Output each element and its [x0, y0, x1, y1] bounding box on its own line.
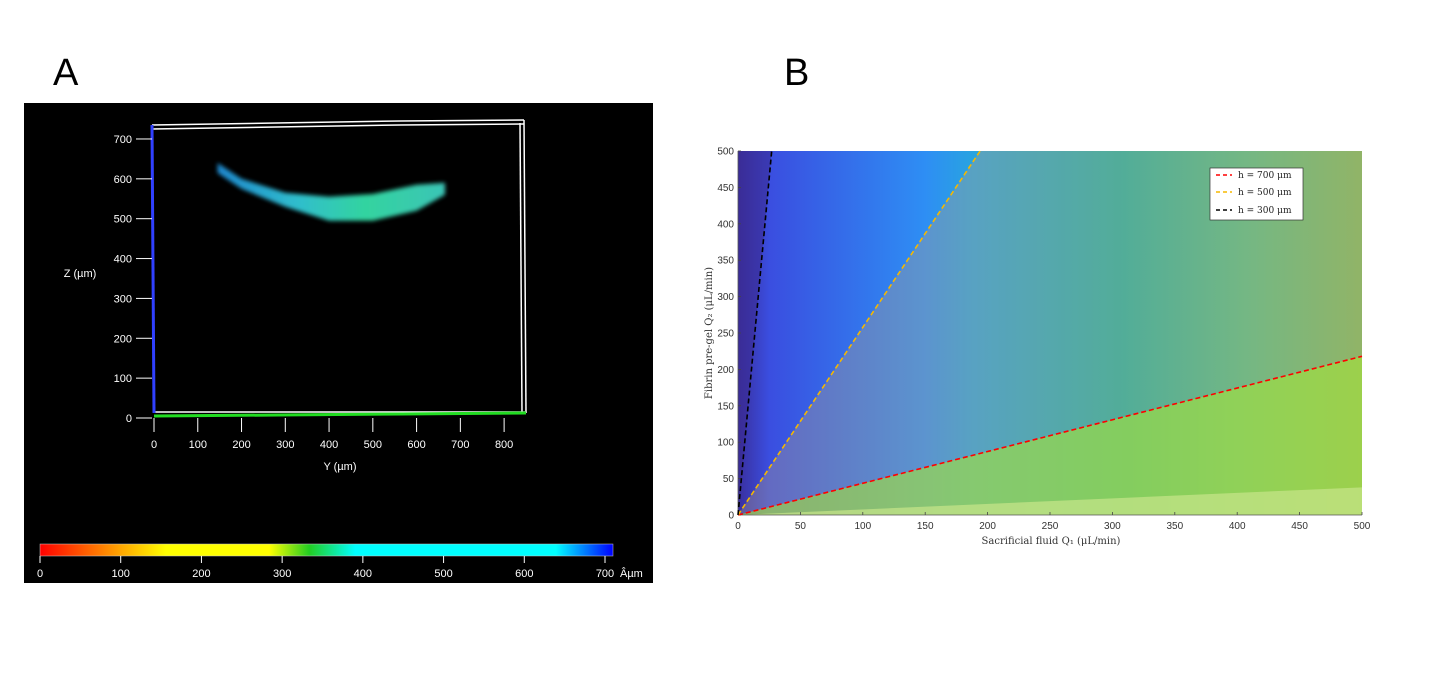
- a-x-tick-label: 600: [407, 439, 425, 451]
- chart-a-axes: 0 100 200 300 400 500 600 700 0 100 200 300 400 500 60…: [114, 134, 514, 451]
- series-line-h500: [737, 150, 981, 516]
- b-y-tick-label: 0: [728, 511, 734, 522]
- colorbar-tick-label: 0: [37, 568, 43, 580]
- panel-a-background: [24, 103, 653, 583]
- b-region-mid: [738, 151, 1362, 515]
- b-x-tick-label: 400: [1229, 521, 1246, 532]
- b-x-axis-label: Sacrificial fluid Q₁ (μL/min): [982, 536, 1121, 547]
- a-y-tick-label: 200: [114, 333, 132, 345]
- a-y-tick-label: 700: [114, 134, 132, 146]
- a-x-tick-label: 400: [320, 439, 338, 451]
- b-x-tick-label: 250: [1042, 521, 1059, 532]
- fibrin-structure: [217, 162, 445, 221]
- b-x-tick-label: 150: [917, 521, 934, 532]
- a-x-tick-label: 100: [189, 439, 207, 451]
- a-y-tick-label: 300: [114, 293, 132, 305]
- colorbar-tick-label: 500: [434, 568, 452, 580]
- colorbar-tick-label: 100: [112, 568, 130, 580]
- legend-box: [1209, 167, 1304, 221]
- legend-label-300: h = 300 μm: [1238, 206, 1292, 216]
- legend-label-500: h = 500 μm: [1238, 188, 1292, 198]
- colorbar-tick-label: 400: [354, 568, 372, 580]
- z-axis-edge: [150, 124, 156, 414]
- volume-box: [151, 119, 527, 414]
- y-axis-edge: [153, 411, 527, 418]
- b-x-tick-label: 0: [735, 521, 741, 532]
- a-x-tick-label: 800: [495, 439, 513, 451]
- b-y-tick-label: 450: [717, 183, 734, 194]
- fibrin-structure-body: [217, 162, 445, 221]
- b-x-tick-label: 500: [1354, 521, 1371, 532]
- b-y-tick-label: 50: [723, 474, 735, 485]
- b-y-tick-label: 200: [717, 365, 734, 376]
- a-y-axis-label: Z (µm): [64, 268, 97, 280]
- b-y-tick-label: 350: [717, 256, 734, 267]
- b-x-tick-label: 50: [795, 521, 807, 532]
- series-line-h700: [737, 355, 1363, 516]
- b-y-tick-label: 400: [717, 219, 734, 230]
- panel-label-b: B: [784, 52, 810, 94]
- b-x-tick-label: 350: [1166, 521, 1183, 532]
- a-x-axis-label: Y (µm): [323, 461, 356, 473]
- b-y-tick-label: 500: [717, 147, 734, 158]
- b-y-tick-label: 150: [717, 401, 734, 412]
- a-x-tick-label: 700: [451, 439, 469, 451]
- a-y-tick-label: 400: [114, 254, 132, 266]
- b-x-tick-label: 450: [1291, 521, 1308, 532]
- b-region-bottom: [738, 487, 1362, 515]
- colorbar: [39, 543, 614, 557]
- colorbar-tick-label: 600: [515, 568, 533, 580]
- a-y-tick-label: 0: [126, 413, 132, 425]
- series-line-h300: [737, 150, 773, 516]
- b-y-axis-label: Fibrin pre-gel Q₂ (μL/min): [704, 267, 715, 399]
- a-x-tick-label: 500: [364, 439, 382, 451]
- colorbar-tick-label: 200: [192, 568, 210, 580]
- legend-label-700: h = 700 μm: [1238, 171, 1292, 181]
- legend: h = 700 μm h = 500 μm h = 300 μm: [1209, 167, 1304, 221]
- b-y-tick-label: 100: [717, 438, 734, 449]
- colorbar-ticks: 0 100 200 300 400 500 600 700: [37, 556, 614, 580]
- b-x-tick-label: 200: [979, 521, 996, 532]
- chart-a: 0 100 200 300 400 500 600 700 0 100 200 300 400 500 60…: [37, 119, 643, 580]
- b-x-tick-label: 100: [854, 521, 871, 532]
- chart-b-axes: 0 50 100 150 200 250 300 350 400 450 500 0 50 100 150 2…: [717, 147, 1370, 533]
- chart-b: 0 50 100 150 200 250 300 350 400 450 500 0 50 100 150 2…: [704, 147, 1371, 548]
- a-y-tick-label: 100: [114, 373, 132, 385]
- a-x-tick-label: 0: [151, 439, 157, 451]
- chart-b-series: [737, 150, 1363, 516]
- colorbar-tick-label: 700: [596, 568, 614, 580]
- a-y-tick-label: 600: [114, 174, 132, 186]
- a-x-tick-label: 300: [276, 439, 294, 451]
- panel-label-a: A: [53, 52, 79, 94]
- colorbar-unit: Âµm: [620, 567, 643, 580]
- b-y-tick-label: 250: [717, 329, 734, 340]
- b-x-tick-label: 300: [1104, 521, 1121, 532]
- a-y-tick-label: 500: [114, 214, 132, 226]
- b-y-tick-label: 300: [717, 292, 734, 303]
- colorbar-tick-label: 300: [273, 568, 291, 580]
- a-x-tick-label: 200: [232, 439, 250, 451]
